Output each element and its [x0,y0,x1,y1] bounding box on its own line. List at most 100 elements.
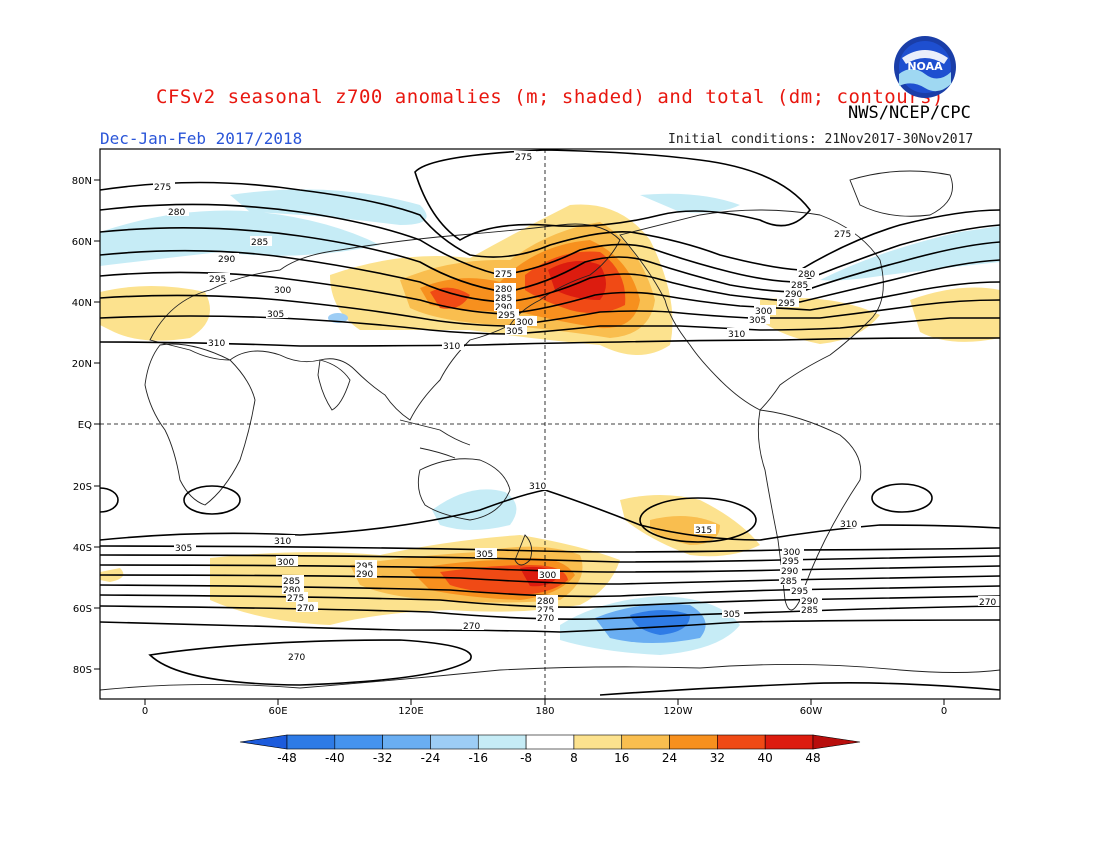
svg-text:295: 295 [782,557,799,567]
colorbar-label: -40 [325,751,345,765]
lon-tick-label: 0 [142,706,148,717]
latitude-ticks: 80N 60N 40N 20N EQ 20S 40S 60S 80S [72,176,100,676]
svg-text:300: 300 [274,286,291,296]
lat-tick-label: 40S [73,543,92,554]
lon-tick-label: 180 [535,706,554,717]
initial-conditions-label: Initial conditions: 21Nov2017-30Nov2017 [668,132,974,147]
svg-text:275: 275 [495,270,512,280]
svg-text:290: 290 [356,570,373,580]
noaa-logo-icon: NOAA [894,36,956,98]
colorbar-label: -8 [520,751,532,765]
lon-tick-label: 0 [941,706,947,717]
colorbar-swatch [764,734,814,750]
svg-text:295: 295 [498,311,515,321]
svg-text:310: 310 [274,537,291,547]
height-contours [100,149,1000,696]
svg-text:270: 270 [537,614,554,624]
colorbar-swatch [573,734,623,750]
colorbar-swatch [477,734,527,750]
colorbar-label: -48 [277,751,297,765]
lon-tick-label: 60E [268,706,287,717]
agency-label: NWS/NCEP/CPC [848,103,971,123]
svg-text:315: 315 [695,526,712,536]
season-label: Dec-Jan-Feb 2017/2018 [100,129,303,148]
svg-text:275: 275 [154,183,171,193]
svg-text:305: 305 [267,310,284,320]
svg-text:290: 290 [218,255,235,265]
svg-text:275: 275 [834,230,851,240]
lon-tick-label: 60W [800,706,823,717]
svg-text:285: 285 [780,577,797,587]
lat-tick-label: 80N [72,176,92,187]
svg-text:305: 305 [175,544,192,554]
svg-text:305: 305 [723,610,740,620]
svg-text:280: 280 [798,270,815,280]
svg-text:270: 270 [297,604,314,614]
lon-tick-label: 120W [664,706,693,717]
svg-text:305: 305 [749,316,766,326]
svg-text:310: 310 [728,330,745,340]
lat-tick-label: 20S [73,482,92,493]
colorbar-swatch [382,734,431,750]
svg-text:300: 300 [755,307,772,317]
svg-text:300: 300 [516,318,533,328]
contour-labels: 275 275 280 285 290 295 300 305 310 275 … [154,153,997,663]
svg-text:290: 290 [495,303,512,313]
svg-text:285: 285 [283,577,300,587]
svg-text:275: 275 [515,153,532,163]
svg-text:300: 300 [277,558,294,568]
colorbar-label: 32 [710,751,725,765]
colorbar-swatch [239,734,288,750]
colorbar-swatch [525,734,575,750]
svg-text:270: 270 [979,598,996,608]
colorbar-label: -32 [373,751,393,765]
colorbar-label: 48 [805,751,820,765]
svg-text:310: 310 [208,339,225,349]
colorbar-label: 24 [662,751,677,765]
colorbar-swatch [334,734,383,750]
svg-text:275: 275 [287,594,304,604]
svg-text:280: 280 [283,586,300,596]
svg-text:280: 280 [495,285,512,295]
svg-text:300: 300 [783,548,800,558]
svg-text:285: 285 [791,281,808,291]
colorbar-label: -16 [468,751,488,765]
coastlines [100,170,1000,691]
svg-text:300: 300 [539,571,556,581]
colorbar-label: 16 [614,751,629,765]
svg-text:295: 295 [209,275,226,285]
lon-tick-label: 120E [398,706,423,717]
colorbar-label: 8 [570,751,578,765]
svg-text:280: 280 [168,208,185,218]
svg-text:310: 310 [443,342,460,352]
svg-text:290: 290 [785,290,802,300]
svg-text:310: 310 [840,520,857,530]
lat-tick-label: EQ [78,420,92,431]
svg-text:295: 295 [356,562,373,572]
svg-text:285: 285 [801,606,818,616]
lat-tick-label: 40N [72,298,92,309]
svg-text:270: 270 [463,622,480,632]
svg-text:285: 285 [495,294,512,304]
colorbar-swatch [621,734,670,750]
map-area: 275 275 280 285 290 295 300 305 310 275 … [100,149,1000,699]
longitude-ticks: 0 60E 120E 180 120W 60W 0 [142,699,947,717]
lat-tick-label: 60N [72,237,92,248]
svg-text:305: 305 [476,550,493,560]
svg-text:275: 275 [537,606,554,616]
colorbar-swatch [286,734,336,750]
svg-text:290: 290 [781,567,798,577]
lat-tick-label: 80S [73,665,92,676]
lat-tick-label: 60S [73,604,92,615]
colorbar: -48 -40 -32 -24 -16 -8 8 16 24 32 40 48 [239,734,861,765]
svg-text:285: 285 [251,238,268,248]
colorbar-swatch [717,734,766,750]
colorbar-label: -24 [421,751,441,765]
svg-text:280: 280 [537,597,554,607]
svg-text:270: 270 [288,653,305,663]
lat-tick-label: 20N [72,359,92,370]
colorbar-label: 40 [758,751,773,765]
svg-text:295: 295 [791,587,808,597]
chart-title: CFSv2 seasonal z700 anomalies (m; shaded… [156,86,944,108]
